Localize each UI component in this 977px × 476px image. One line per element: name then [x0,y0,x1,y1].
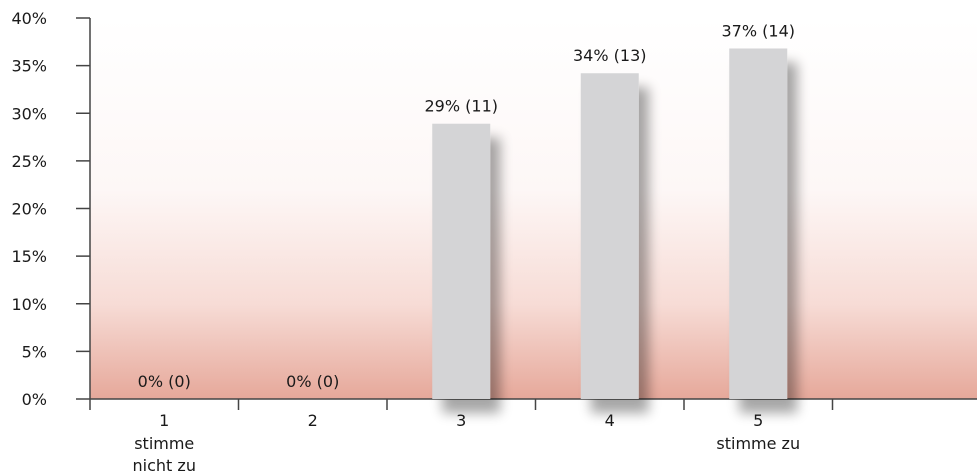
y-tick-label: 10% [11,295,47,314]
y-axis: 0% 5% 10% 15% 20% 25% 30% 35% 40% [11,9,91,409]
x-category-label: 5 [753,411,763,430]
plot-background [90,18,977,399]
x-category-label: 3 [456,411,466,430]
y-tick-label: 40% [11,9,47,28]
x-axis: 1 stimme nicht zu 2 3 4 5 stimme zu [89,398,977,475]
bar [580,73,639,400]
data-label: 37% (14) [722,21,796,40]
data-label: 0% (0) [286,372,339,391]
x-category-label: 4 [605,411,615,430]
x-category-sublabel: stimme zu [716,434,800,453]
y-tick-label: 35% [11,57,47,76]
y-tick-label: 0% [22,390,47,409]
y-tick-label: 5% [22,342,47,361]
bar [432,123,491,399]
data-labels-group: 0% (0) 0% (0) 29% (11) 34% (13) 37% (14) [138,21,795,391]
bars-group [432,48,788,400]
x-category-label: 2 [308,411,318,430]
x-category-label: 1 [159,411,169,430]
y-tick-label: 20% [11,200,47,219]
y-tick-label: 25% [11,152,47,171]
y-tick-label: 30% [11,104,47,123]
x-category-sublabel: stimme nicht zu [133,434,196,475]
y-tick-label: 15% [11,247,47,266]
data-label: 0% (0) [138,372,191,391]
data-label: 34% (13) [573,46,647,65]
data-label: 29% (11) [425,97,499,116]
bar [729,48,788,399]
